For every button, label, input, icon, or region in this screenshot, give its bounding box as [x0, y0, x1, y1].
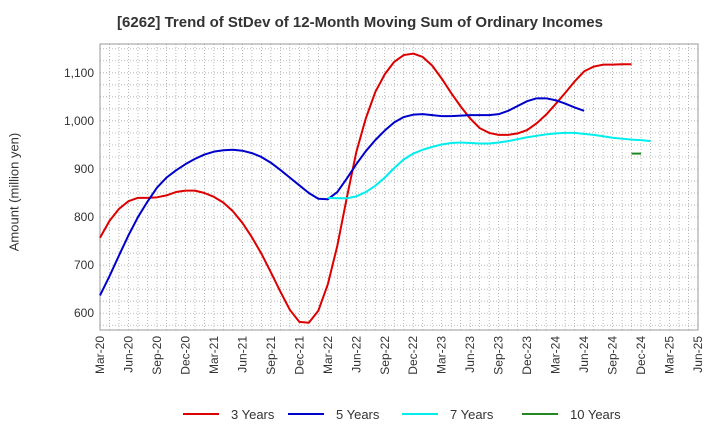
- x-tick-label: Dec-22: [406, 336, 420, 375]
- series-line-3-years: [99, 52, 632, 324]
- x-tick-label: Jun-23: [463, 336, 477, 373]
- legend: 3 Years 5 Years 7 Years 10 Years: [0, 404, 720, 424]
- x-tick-label: Mar-20: [93, 336, 107, 374]
- series-line-5-years: [99, 97, 585, 296]
- x-tick-label: Dec-23: [520, 336, 534, 375]
- y-tick-label: 600: [74, 306, 94, 320]
- chart-title: [6262] Trend of StDev of 12-Month Moving…: [117, 14, 603, 31]
- series-line-7-years: [327, 131, 651, 200]
- x-tick-label: Jun-22: [349, 336, 363, 373]
- plot-area: [99, 43, 699, 331]
- y-tick-label: 1,000: [64, 114, 94, 128]
- x-tick-label: Jun-20: [122, 336, 136, 373]
- x-tick-label: Sep-24: [606, 336, 620, 375]
- x-tick-label: Dec-24: [634, 336, 648, 375]
- series-layer: [99, 52, 651, 324]
- legend-label-10-years: 10 Years: [570, 406, 621, 422]
- y-tick-label: 900: [74, 162, 94, 176]
- legend-item-3-years: 3 Years: [183, 404, 274, 424]
- x-tick-label: Sep-20: [150, 336, 164, 375]
- y-tick-label: 1,100: [64, 66, 94, 80]
- legend-item-7-years: 7 Years: [402, 404, 493, 424]
- x-tick-label: Mar-23: [435, 336, 449, 374]
- x-tick-label: Dec-20: [178, 336, 192, 375]
- x-tick-label: Mar-25: [663, 336, 677, 374]
- legend-swatch-5-years: [288, 413, 324, 415]
- x-tick-layer: Mar-20 Jun-20 Sep-20 Dec-20 Mar-21 Jun-21 Sep-…: [93, 336, 705, 375]
- x-tick-label: Jun-21: [235, 336, 249, 373]
- x-tick-label: Mar-22: [321, 336, 335, 374]
- legend-label-3-years: 3 Years: [231, 406, 275, 422]
- x-tick-label: Sep-22: [378, 336, 392, 375]
- legend-label-7-years: 7 Years: [450, 406, 494, 422]
- legend-swatch-7-years: [402, 413, 438, 415]
- x-tick-label: Jun-25: [691, 336, 705, 373]
- legend-item-10-years: 10 Years: [522, 404, 621, 424]
- x-tick-label: Jun-24: [577, 336, 591, 373]
- legend-swatch-3-years: [183, 413, 219, 415]
- x-tick-label: Sep-21: [264, 336, 278, 375]
- x-tick-label: Mar-24: [549, 336, 563, 374]
- x-tick-label: Dec-21: [292, 336, 306, 375]
- legend-label-5-years: 5 Years: [336, 406, 380, 422]
- legend-swatch-10-years: [522, 413, 558, 415]
- legend-item-5-years: 5 Years: [288, 404, 379, 424]
- y-tick-label: 700: [74, 258, 94, 272]
- x-tick-label: Sep-23: [492, 336, 506, 375]
- y-tick-layer: 600 700 800 900 1,000 1,100: [64, 66, 94, 320]
- y-tick-label: 800: [74, 210, 94, 224]
- x-tick-label: Mar-21: [207, 336, 221, 374]
